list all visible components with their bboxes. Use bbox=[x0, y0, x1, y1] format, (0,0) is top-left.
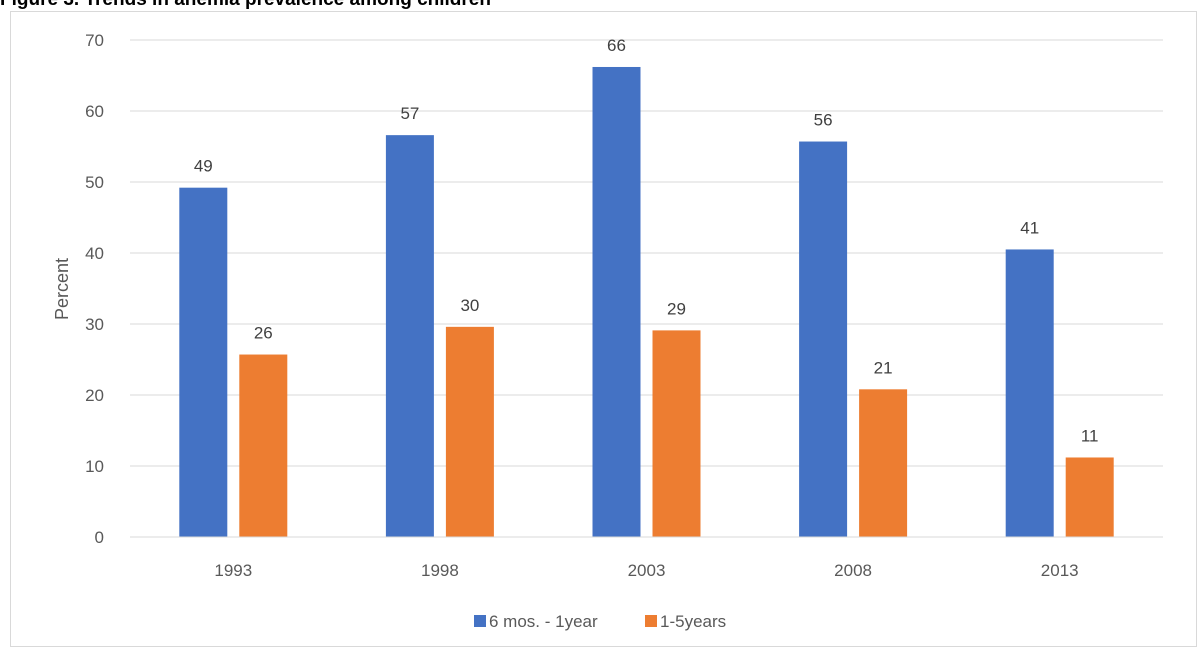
page-title: Figure 3. Trends in anemia prevalence am… bbox=[0, 0, 491, 11]
legend-label: 1-5years bbox=[660, 612, 726, 631]
bar-1993-s1 bbox=[179, 187, 228, 537]
y-axis-ticks: 0 10 20 30 40 50 60 70 bbox=[85, 31, 104, 547]
data-label: 49 bbox=[194, 157, 213, 176]
y-tick-label: 0 bbox=[95, 528, 104, 547]
legend-swatch bbox=[474, 615, 486, 627]
x-tick-label: 2013 bbox=[1041, 561, 1079, 580]
bar-2013-s2 bbox=[1065, 457, 1114, 537]
bar-2003-s2 bbox=[652, 330, 701, 537]
bar-1998-s1 bbox=[385, 135, 434, 537]
data-label: 26 bbox=[254, 324, 273, 343]
data-labels: 49 26 57 30 66 29 56 21 41 11 bbox=[194, 36, 1099, 446]
y-axis-label: Percent bbox=[52, 258, 72, 320]
bar-1998-s2 bbox=[445, 326, 494, 537]
bar-2008-s2 bbox=[859, 389, 908, 537]
legend: 6 mos. - 1year 1-5years bbox=[474, 612, 726, 631]
x-tick-label: 2008 bbox=[834, 561, 872, 580]
legend-label: 6 mos. - 1year bbox=[489, 612, 598, 631]
data-label: 56 bbox=[814, 111, 833, 130]
y-tick-label: 50 bbox=[85, 173, 104, 192]
x-tick-label: 1998 bbox=[421, 561, 459, 580]
y-tick-label: 20 bbox=[85, 386, 104, 405]
legend-swatch bbox=[645, 615, 657, 627]
data-label: 11 bbox=[1081, 426, 1099, 445]
y-tick-label: 40 bbox=[85, 244, 104, 263]
y-tick-label: 10 bbox=[85, 457, 104, 476]
gridlines bbox=[130, 39, 1163, 467]
x-axis-ticks: 1993 1998 2003 2008 2013 bbox=[214, 561, 1078, 580]
bars bbox=[179, 66, 1114, 537]
bar-2013-s1 bbox=[1005, 249, 1054, 537]
data-label: 66 bbox=[607, 36, 626, 55]
bar-1993-s2 bbox=[239, 354, 288, 537]
y-tick-label: 60 bbox=[85, 102, 104, 121]
data-label: 30 bbox=[460, 296, 479, 315]
data-label: 29 bbox=[667, 299, 686, 318]
x-tick-label: 1993 bbox=[214, 561, 252, 580]
data-label: 21 bbox=[874, 358, 893, 377]
data-label: 41 bbox=[1020, 218, 1039, 237]
data-label: 57 bbox=[400, 104, 419, 123]
y-tick-label: 70 bbox=[85, 31, 104, 50]
bar-2008-s1 bbox=[799, 141, 848, 537]
bar-2003-s1 bbox=[592, 66, 641, 537]
x-tick-label: 2003 bbox=[628, 561, 666, 580]
y-tick-label: 30 bbox=[85, 315, 104, 334]
